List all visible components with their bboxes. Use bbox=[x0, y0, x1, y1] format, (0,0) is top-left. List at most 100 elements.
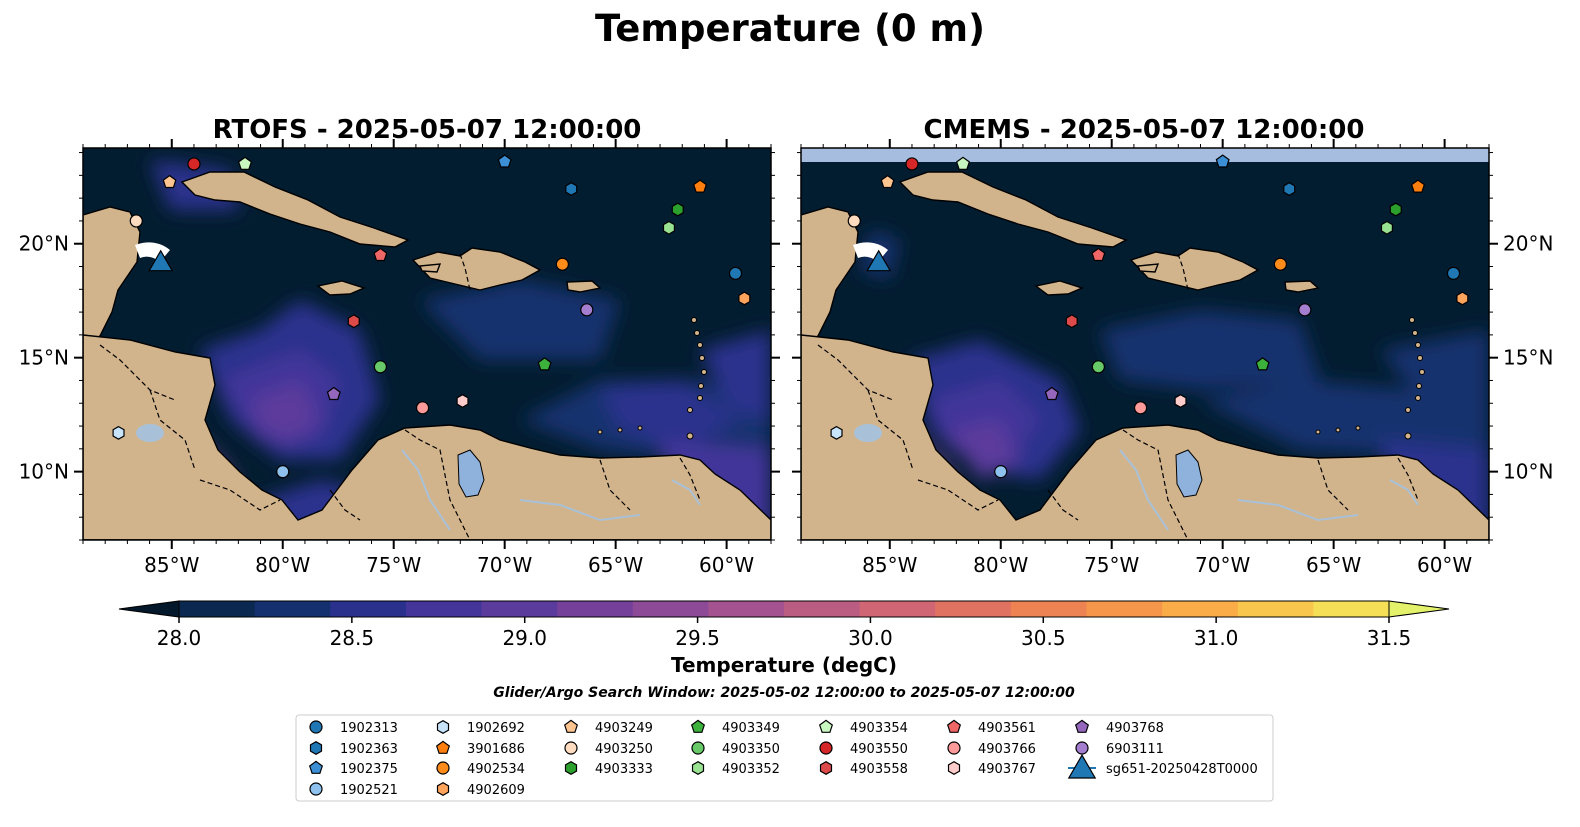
colorbar-bin bbox=[859, 601, 936, 617]
obs-4903249-rtofs bbox=[162, 174, 177, 189]
obs-4903333-rtofs bbox=[671, 202, 684, 217]
obs-1902363-rtofs bbox=[565, 182, 578, 196]
obs-4903767-rtofs bbox=[456, 394, 469, 408]
obs-4903250-rtofs bbox=[129, 214, 143, 228]
obs-1902363-cmems bbox=[1283, 182, 1296, 196]
legend-label: 1902363 bbox=[340, 742, 398, 757]
colorbar: 28.0 28.5 29.0 29.5 30.0 30.5 31.0 31.5 bbox=[118, 600, 1450, 650]
legend-label: sg651-20250428T0000 bbox=[1106, 762, 1258, 777]
obs-4902609-cmems bbox=[1456, 291, 1469, 306]
lat-tick-label-rtofs: 10°N bbox=[19, 460, 69, 484]
lon-tick-label-cmems: 60°W bbox=[1417, 553, 1472, 577]
legend-frame bbox=[295, 714, 1274, 802]
panel-title-rtofs: RTOFS - 2025-05-07 12:00:00 bbox=[213, 115, 642, 145]
legend-marker-1902363 bbox=[309, 741, 323, 755]
legend-marker-4902609 bbox=[436, 782, 450, 796]
colorbar-bin bbox=[254, 601, 331, 617]
colorbar-bin bbox=[330, 601, 407, 617]
colorbar-tick-label: 31.5 bbox=[1367, 626, 1412, 650]
legend-label: 1902692 bbox=[467, 721, 525, 736]
axis-ticks-rtofs: 85°W 80°W 75°W 70°W 65°W 60°W 20°N 15°N 10°N bbox=[19, 139, 780, 577]
obs-4903249-cmems bbox=[880, 174, 895, 189]
lon-tick-label-rtofs: 75°W bbox=[366, 553, 421, 577]
obs-1902521-rtofs bbox=[276, 465, 290, 479]
legend-label: 4903333 bbox=[595, 762, 653, 777]
obs-4902534-rtofs bbox=[555, 257, 569, 271]
colorbar-bin bbox=[1086, 601, 1163, 617]
obs-4903550-rtofs bbox=[187, 157, 201, 171]
obs-4903250-cmems bbox=[847, 214, 861, 228]
islands-rtofs bbox=[597, 317, 707, 440]
land-rtofs bbox=[83, 171, 771, 540]
colorbar-tick-label: 30.5 bbox=[1021, 626, 1066, 650]
panel-cmems: CMEMS - 2025-05-07 12:00:00 bbox=[792, 115, 1553, 577]
legend-marker-1902521 bbox=[309, 782, 323, 796]
legend-marker-4903349 bbox=[690, 719, 706, 733]
obs-4903333-cmems bbox=[1389, 202, 1402, 217]
panel-title-cmems: CMEMS - 2025-05-07 12:00:00 bbox=[924, 115, 1365, 145]
legend-label: 4903768 bbox=[1106, 721, 1164, 736]
legend-marker-sg651-20250428T0000 bbox=[1067, 754, 1097, 779]
land-cmems bbox=[801, 171, 1489, 540]
colorbar-tick-label: 29.5 bbox=[675, 626, 720, 650]
obs-1902692-rtofs bbox=[112, 425, 125, 440]
frame-rtofs bbox=[82, 147, 772, 541]
legend-label: 4902609 bbox=[467, 783, 525, 798]
search-window: Glider/Argo Search Window: 2025-05-02 12… bbox=[493, 685, 1075, 701]
legend-label: 6903111 bbox=[1106, 742, 1164, 757]
obs-4903561-cmems bbox=[1091, 247, 1106, 262]
colorbar-tick-label: 29.0 bbox=[502, 626, 547, 650]
legend-label: 1902521 bbox=[340, 783, 398, 798]
legend-marker-4903352 bbox=[691, 761, 705, 775]
map-cmems bbox=[801, 148, 1489, 540]
legend-label: 4903550 bbox=[850, 742, 908, 757]
legend-label: 4903350 bbox=[722, 742, 780, 757]
legend-marker-4903558 bbox=[819, 761, 833, 775]
legend-label: 4903249 bbox=[595, 721, 653, 736]
colorbar-bin bbox=[1010, 601, 1088, 617]
legend-marker-4903766 bbox=[947, 741, 961, 755]
frame-cmems bbox=[800, 147, 1490, 541]
colorbar-frame bbox=[178, 600, 1390, 618]
borders-rtofs bbox=[99, 253, 701, 540]
obs-4903558-cmems bbox=[1065, 314, 1078, 329]
legend-marker-4902534 bbox=[436, 761, 450, 775]
obs-1902375-cmems bbox=[1215, 154, 1230, 168]
legend-marker-4903550 bbox=[819, 741, 833, 755]
legend-label: 4903349 bbox=[722, 721, 780, 736]
obs-1902692-cmems bbox=[830, 425, 843, 440]
obs-1902313-rtofs bbox=[728, 266, 743, 280]
legend-label: 1902313 bbox=[340, 721, 398, 736]
colorbar-bin bbox=[179, 601, 256, 617]
obs-4903766-rtofs bbox=[415, 401, 430, 415]
panel-rtofs: RTOFS - 2025-05-07 12:00:00 bbox=[19, 115, 780, 577]
lon-tick-label-cmems: 75°W bbox=[1084, 553, 1139, 577]
obs-1902521-cmems bbox=[994, 465, 1008, 479]
legend-label: 4903352 bbox=[722, 762, 780, 777]
lakes-rtofs bbox=[136, 424, 701, 531]
obs-4903768-cmems bbox=[1044, 386, 1059, 401]
obs-sg651-20250428T0000-cmems bbox=[866, 249, 892, 272]
lat-tick-label-cmems: 15°N bbox=[1503, 346, 1553, 370]
colorbar-tick-label: 30.0 bbox=[848, 626, 893, 650]
lat-tick-label-rtofs: 15°N bbox=[19, 346, 69, 370]
legend-marker-4903249 bbox=[563, 719, 579, 733]
obs-4903352-rtofs bbox=[662, 220, 676, 235]
legend-marker-6903111 bbox=[1075, 741, 1089, 755]
legend-label: 4903561 bbox=[978, 721, 1036, 736]
legend-marker-1902375 bbox=[308, 760, 324, 774]
legend-marker-4903333 bbox=[564, 761, 578, 775]
observations-rtofs bbox=[112, 154, 751, 479]
obs-6903111-rtofs bbox=[580, 303, 594, 317]
obs-4903561-rtofs bbox=[373, 247, 388, 262]
obs-4903558-rtofs bbox=[347, 314, 360, 329]
colorbar-bin bbox=[708, 601, 785, 617]
legend-marker-4903767 bbox=[947, 761, 961, 775]
colorbar-bin bbox=[1313, 601, 1390, 617]
legend-label: 4903766 bbox=[978, 742, 1036, 757]
lon-tick-label-rtofs: 60°W bbox=[699, 553, 754, 577]
map-rtofs bbox=[83, 148, 771, 540]
legend-marker-4903768 bbox=[1074, 719, 1090, 733]
legend-marker-4903250 bbox=[564, 741, 578, 755]
